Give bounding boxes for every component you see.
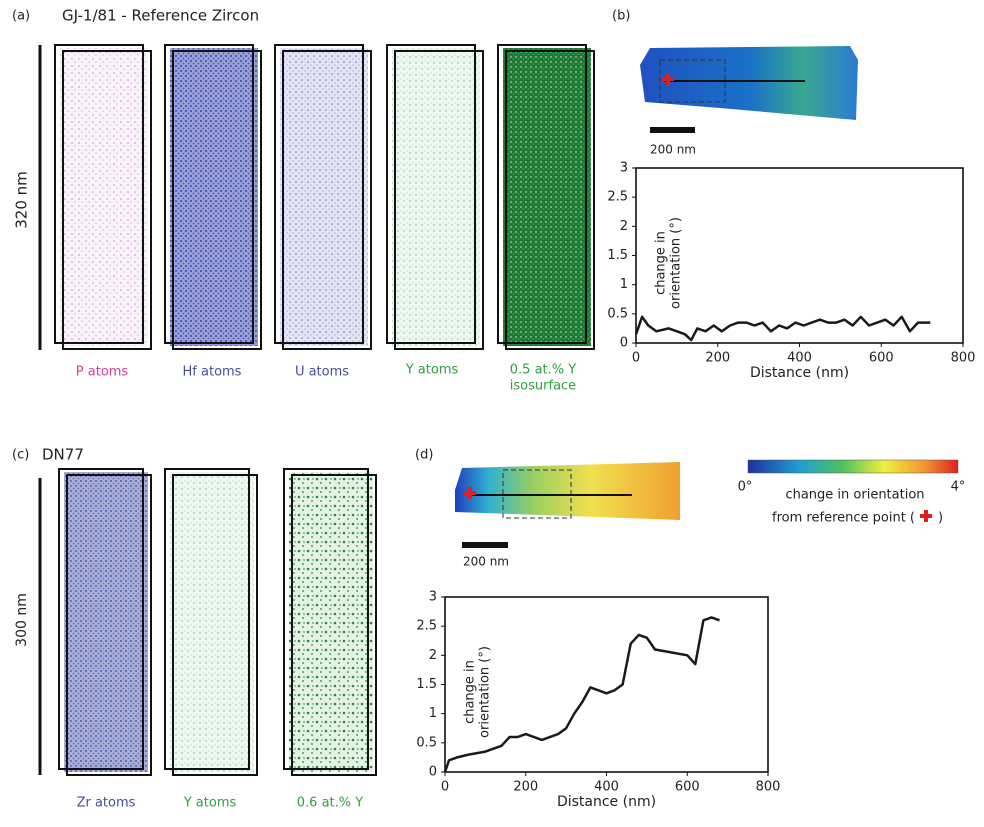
isosurface-label: 0.5 at.% Y	[510, 363, 576, 378]
species-label: Y atoms	[183, 796, 237, 811]
colorbar-min: 0°	[738, 480, 753, 495]
box-frame	[283, 468, 369, 770]
box-frame	[274, 44, 364, 344]
x-axis-label: Distance (nm)	[750, 365, 849, 381]
panel-title: GJ-1/81 - Reference Zircon	[62, 7, 259, 25]
x-tick-label: 0	[441, 780, 449, 795]
box-frame	[497, 44, 587, 344]
box-frame	[54, 44, 144, 344]
isosurface-label: 0.6 at.% Y	[297, 796, 363, 811]
box-frame	[394, 50, 484, 350]
x-tick-label: 800	[951, 351, 976, 366]
scale-bar	[650, 127, 695, 133]
y-tick-label: 1.5	[607, 248, 628, 263]
data-line	[443, 616, 720, 773]
y-tick-label: 3	[620, 161, 628, 176]
panel-label: (d)	[415, 448, 433, 463]
atom-map	[392, 48, 480, 346]
orientation-map	[640, 46, 858, 120]
panel-label: (c)	[12, 448, 29, 463]
scale-label: 200 nm	[650, 143, 696, 157]
y-tick-label: 0	[429, 765, 437, 780]
y-tick-label: 3	[429, 590, 437, 605]
scale-label: 200 nm	[463, 555, 509, 569]
atom-map	[64, 472, 148, 772]
box-frame	[172, 50, 262, 350]
y-tick-label: 2.5	[416, 619, 437, 634]
y-tick-label: 2.5	[607, 190, 628, 205]
colorbar-label: change in orientation	[785, 488, 924, 503]
roi-box	[659, 59, 726, 103]
x-tick-label: 400	[594, 780, 619, 795]
colorbar	[747, 459, 959, 474]
atom-map	[503, 48, 591, 346]
box-frame	[505, 50, 595, 350]
y-tick-label: 1	[620, 277, 628, 292]
y-axis-label: change in	[463, 660, 478, 724]
isosurface-label: isosurface	[510, 379, 576, 394]
x-tick-label: 400	[787, 351, 812, 366]
box-frame	[58, 468, 144, 770]
y-tick-label: 2	[429, 648, 437, 663]
orientation-map	[455, 462, 680, 520]
species-label: Zr atoms	[77, 796, 136, 811]
reference-point	[464, 487, 476, 499]
box-frame	[291, 474, 377, 776]
y-tick-label: 2	[620, 219, 628, 234]
atom-map	[280, 48, 368, 346]
y-axis-label: orientation (°)	[478, 646, 493, 738]
x-tick-label: 200	[513, 780, 538, 795]
y-tick-label: 0.5	[416, 735, 437, 750]
y-tick-label: 1.5	[416, 677, 437, 692]
panel-label: (a)	[12, 9, 30, 24]
plot-frame	[635, 167, 964, 344]
panel-title: DN77	[42, 446, 84, 464]
box-frame	[386, 44, 476, 344]
data-line	[634, 315, 931, 342]
reference-point	[662, 73, 674, 85]
y-tick-label: 0.5	[607, 306, 628, 321]
reference-point	[920, 510, 932, 522]
box-frame	[66, 474, 152, 776]
y-axis-label: orientation (°)	[669, 217, 684, 309]
atom-map	[60, 48, 148, 346]
box-frame	[62, 50, 152, 350]
scale-bar	[462, 542, 508, 548]
x-axis-label: Distance (nm)	[557, 794, 656, 810]
box-frame	[164, 468, 250, 770]
plot-frame	[444, 596, 769, 773]
colorbar-label: from reference point (	[772, 511, 915, 526]
x-tick-label: 600	[675, 780, 700, 795]
box-frame	[172, 474, 258, 776]
x-tick-label: 0	[632, 351, 640, 366]
species-label: U atoms	[295, 365, 349, 380]
x-tick-label: 600	[869, 351, 894, 366]
y-tick-label: 0	[620, 336, 628, 351]
y-axis-label: change in	[654, 231, 669, 295]
box-frame	[164, 44, 254, 344]
species-label: P atoms	[76, 365, 129, 380]
panel-label: (b)	[612, 9, 630, 24]
atom-map	[170, 48, 258, 346]
scale-label: 300 nm	[14, 593, 30, 647]
species-label: Hf atoms	[183, 365, 242, 380]
x-tick-label: 800	[756, 780, 781, 795]
x-tick-label: 200	[705, 351, 730, 366]
colorbar-max: 4°	[951, 480, 966, 495]
atom-map	[170, 472, 254, 772]
species-label: Y atoms	[405, 363, 459, 378]
colorbar-label: )	[938, 511, 943, 526]
y-tick-label: 1	[429, 706, 437, 721]
atom-map	[289, 472, 373, 772]
box-frame	[282, 50, 372, 350]
scale-label: 320 nm	[13, 171, 31, 229]
